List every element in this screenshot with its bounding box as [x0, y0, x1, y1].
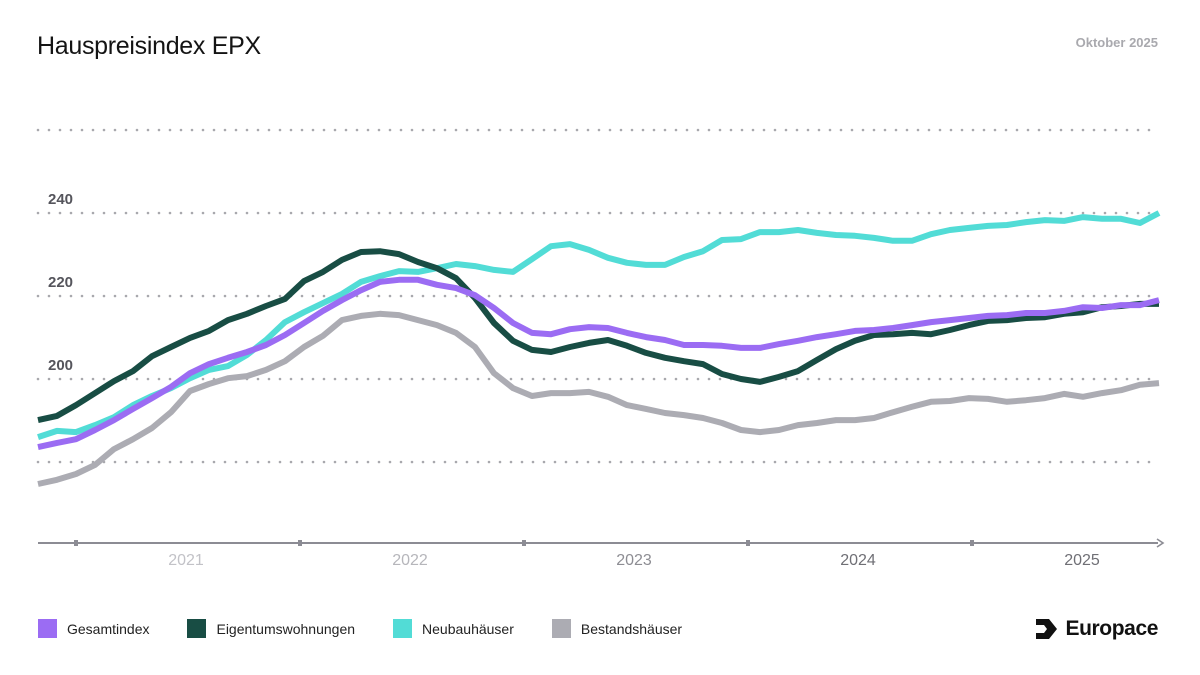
date-label: Oktober 2025 [1075, 35, 1158, 50]
y-tick-label: 200 [48, 357, 73, 374]
logo-text: Europace [1065, 617, 1159, 640]
y-tick-label: 220 [48, 274, 73, 291]
chart-title: Hauspreisindex EPX [37, 32, 261, 60]
europace-logo: Europace [1035, 617, 1159, 641]
x-tick [74, 540, 78, 546]
legend-label: Eigentumswohnungen [216, 620, 356, 637]
x-tick-label: 2024 [840, 552, 876, 569]
axis-arrow-icon [1156, 538, 1165, 548]
x-tick-label: 2025 [1064, 552, 1100, 569]
x-tick-label: 2022 [392, 552, 428, 569]
legend: Gesamtindex Eigentumswohnungen Neubauhäuse… [38, 619, 720, 638]
x-tick [746, 540, 750, 546]
x-tick [522, 540, 526, 546]
legend-label: Bestandshäuser [580, 620, 683, 637]
series-line-eigentumswohnungen [37, 248, 1159, 424]
legend-swatch [38, 619, 57, 638]
x-tick [970, 540, 974, 546]
legend-item: Bestandshäuser [551, 619, 683, 638]
series-line-gesamtindex [37, 276, 1160, 451]
y-tick-label: 240 [48, 191, 73, 208]
legend-item: Gesamtindex [38, 619, 149, 638]
x-tick [298, 540, 302, 546]
x-tick-label: 2021 [168, 552, 204, 569]
legend-item: Neubauhäuser [393, 619, 514, 638]
legend-label: Gesamtindex [67, 620, 150, 637]
line-chart: 200 220 240 2021 2022 2023 2024 2025 [36, 128, 1165, 569]
x-tick-label: 2023 [616, 552, 652, 569]
legend-swatch [187, 619, 207, 638]
legend-swatch [551, 619, 571, 638]
series-line-bestandshäuser [37, 310, 1160, 487]
legend-label: Neubauhäuser [422, 620, 514, 637]
legend-swatch [393, 619, 413, 638]
europace-logo-icon [1035, 619, 1057, 639]
series-line-neubauhäuser [37, 210, 1161, 440]
legend-item: Eigentumswohnungen [187, 619, 355, 638]
